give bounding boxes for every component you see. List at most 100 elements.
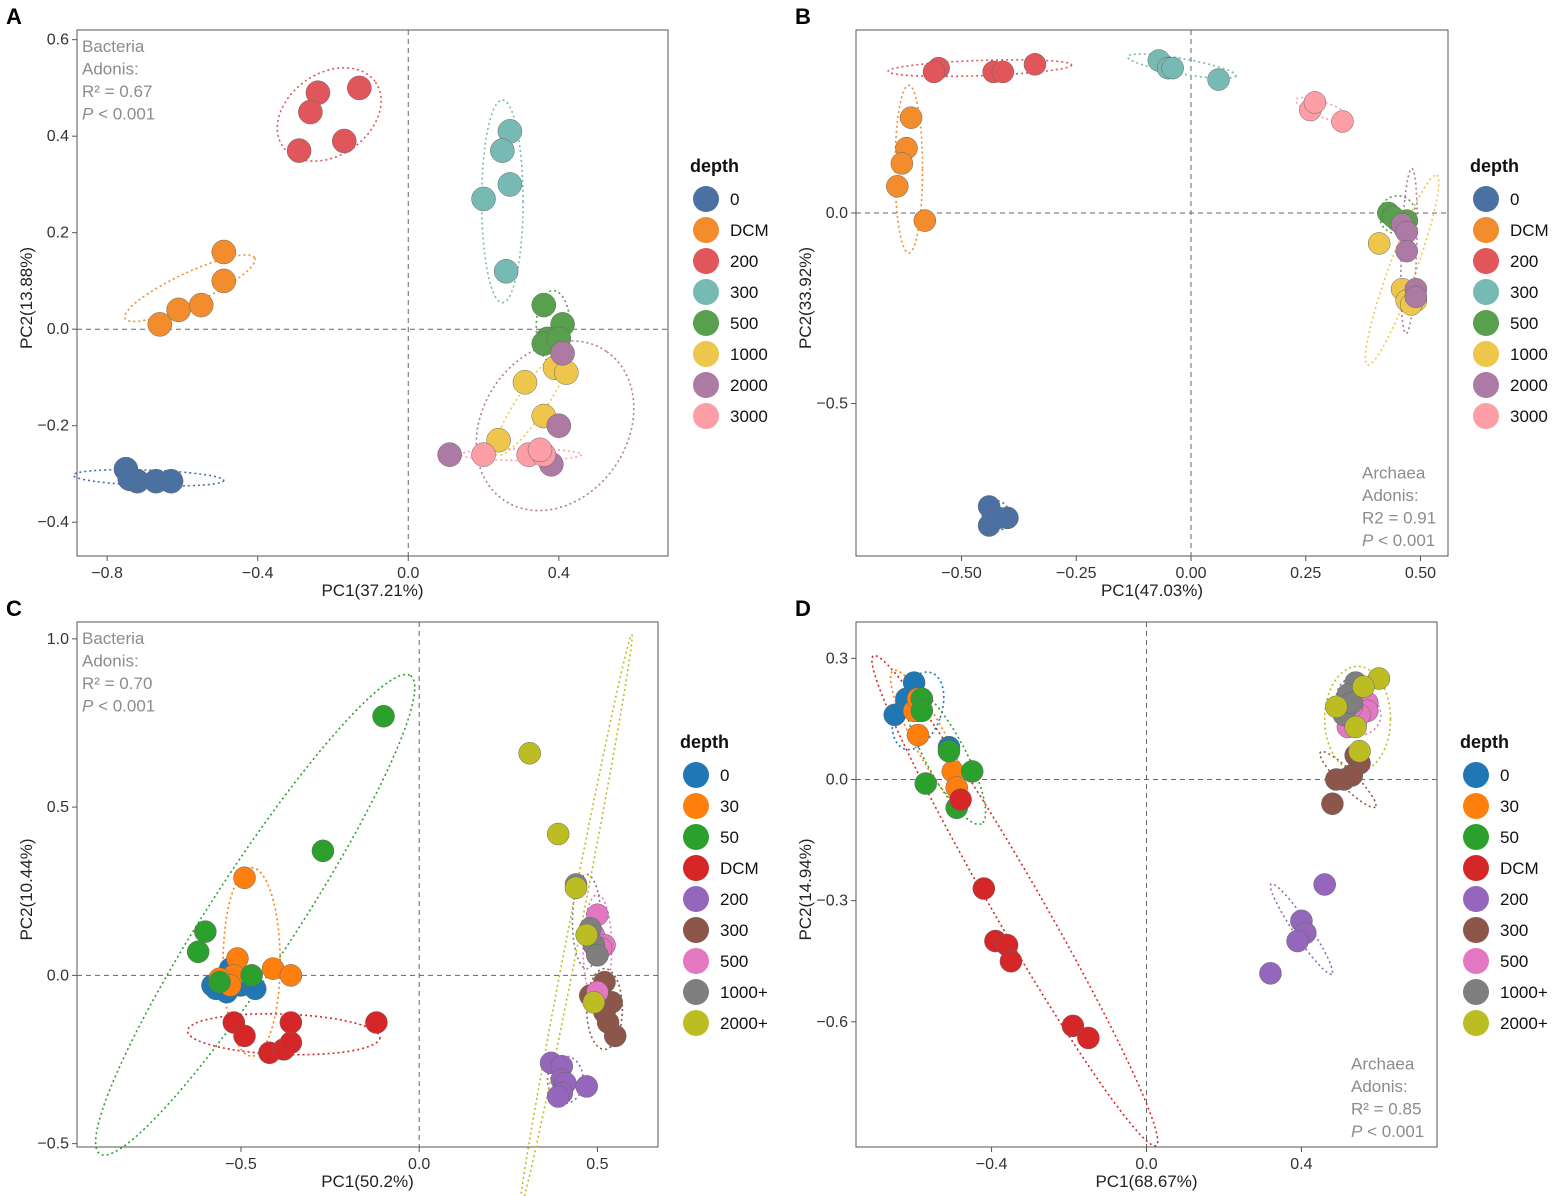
panel-a-legend-swatch-2000 bbox=[693, 372, 719, 398]
panel-c-legend-label-1000+: 1000+ bbox=[720, 983, 768, 1002]
panel-b-ylabel: PC2(33.92%) bbox=[796, 247, 815, 349]
panel-c-ytick-label: 0.0 bbox=[47, 967, 69, 984]
panel-a-point-1000 bbox=[512, 370, 538, 395]
panel-a-point-200 bbox=[298, 99, 323, 125]
panel-b-point-3000 bbox=[1331, 110, 1354, 133]
panel-d-xtick-label: 0.4 bbox=[1290, 1156, 1312, 1173]
panel-b-legend-label-300: 300 bbox=[1510, 283, 1538, 302]
panel-a-legend-swatch-1000 bbox=[693, 341, 719, 367]
panel-d-ylabel: PC2(14.94%) bbox=[796, 838, 815, 940]
panel-c-legend-label-50: 50 bbox=[720, 828, 739, 847]
panel-b-point-DCM bbox=[886, 175, 909, 198]
panel-c-point-50 bbox=[311, 839, 335, 863]
panel-b-annotation: Archaea Adonis: R2 = 0.91 P < 0.001 bbox=[1362, 464, 1436, 551]
panel-c-legend-swatch-300 bbox=[683, 917, 709, 943]
panel-d-point-2000+ bbox=[1352, 675, 1375, 698]
panel-d-legend-label-30: 30 bbox=[1500, 797, 1519, 816]
panel-d-annotation-line: Adonis: bbox=[1351, 1077, 1408, 1096]
panel-c-legend-title: depth bbox=[680, 732, 729, 752]
panel-c-xtick-label: 0.5 bbox=[586, 1156, 608, 1173]
panel-a-legend-label-300: 300 bbox=[730, 283, 758, 302]
panel-c-legend-swatch-2000+ bbox=[683, 1010, 709, 1036]
panel-a-legend-swatch-300 bbox=[693, 279, 719, 305]
panel-c-legend-label-0: 0 bbox=[720, 766, 729, 785]
panel-b-legend-swatch-500 bbox=[1473, 310, 1499, 336]
panel-c-xtick-label: 0.0 bbox=[408, 1156, 430, 1173]
panel-d-point-50 bbox=[910, 699, 934, 723]
panel-a-legend-label-200: 200 bbox=[730, 252, 758, 271]
panel-c-point-2000+ bbox=[546, 822, 570, 846]
panel-d-point-2000+ bbox=[1325, 695, 1348, 719]
panel-d-point-50 bbox=[960, 760, 984, 783]
panel-a-point-200 bbox=[286, 138, 312, 163]
panel-a-annotation: Bacteria Adonis: R² = 0.67 P < 0.001 bbox=[82, 37, 155, 124]
panel-d-legend-swatch-1000+ bbox=[1463, 979, 1489, 1005]
panel-b-xtick-label: 0.25 bbox=[1290, 565, 1321, 582]
panel-c-ylabel: PC2(10.44%) bbox=[17, 838, 36, 940]
panel-d-legend: depth 0 30 50 DCM 200 300 500 1000+ 2000+ bbox=[1460, 732, 1548, 1036]
panel-a-ytick-label: 0.2 bbox=[47, 225, 69, 242]
panel-c-ellipse-300 bbox=[585, 967, 624, 1051]
panel-b-ytick-label: −0.5 bbox=[816, 396, 848, 413]
panel-c-point-DCM bbox=[233, 1024, 256, 1048]
panel-b-legend-swatch-0 bbox=[1473, 186, 1499, 212]
panel-a-legend-label-1000: 1000 bbox=[730, 345, 768, 364]
panel-d-point-300 bbox=[1321, 792, 1344, 815]
panel-a-point-3000 bbox=[471, 442, 496, 467]
panel-a-ytick-label: −0.2 bbox=[37, 418, 69, 435]
panel-b-legend-label-0: 0 bbox=[1510, 190, 1519, 209]
panel-a-legend-swatch-200 bbox=[693, 248, 719, 274]
panel-b-xtick-label: 0.00 bbox=[1175, 565, 1206, 582]
panel-b-legend-swatch-1000 bbox=[1473, 341, 1499, 367]
panel-a-legend-swatch-DCM bbox=[693, 217, 719, 243]
panel-c-point-DCM bbox=[365, 1011, 388, 1034]
panel-c-point-50 bbox=[194, 920, 217, 943]
panel-d-legend-label-2000+: 2000+ bbox=[1500, 1014, 1548, 1033]
panel-c-legend-swatch-200 bbox=[683, 886, 709, 912]
panel-d-legend-label-300: 300 bbox=[1500, 921, 1528, 940]
panel-b-legend-label-1000: 1000 bbox=[1510, 345, 1548, 364]
panel-c-point-50 bbox=[240, 964, 263, 987]
panel-a-legend-label-0: 0 bbox=[730, 190, 739, 209]
panel-d-legend-label-50: 50 bbox=[1500, 828, 1519, 847]
panel-b-ellipse-DCM bbox=[894, 84, 924, 254]
panel-d-ytick-label: −0.6 bbox=[816, 1014, 848, 1031]
panel-a-point-2000 bbox=[550, 341, 575, 366]
panel-d-point-DCM bbox=[972, 877, 996, 900]
panel-b-point-2000 bbox=[1395, 220, 1418, 244]
panel-d-legend-label-DCM: DCM bbox=[1500, 859, 1539, 878]
panel-b-annotation-line: R2 = 0.91 bbox=[1362, 509, 1436, 528]
panel-b: B −0.50 −0.25 0.00 0.25 0.50 −0.5 0.0 PC1(47.03%… bbox=[795, 4, 1549, 600]
panel-b-point-2000 bbox=[1404, 285, 1428, 309]
panel-b-legend: depth 0 DCM 200 300 500 1000 2000 3000 bbox=[1470, 156, 1549, 429]
panel-d-legend-label-200: 200 bbox=[1500, 890, 1528, 909]
panel-c-ytick-label: 0.5 bbox=[47, 799, 69, 816]
panel-b-xtick-label: −0.25 bbox=[1056, 565, 1097, 582]
panel-a-ytick-label: −0.4 bbox=[37, 514, 69, 531]
panel-d-legend-swatch-30 bbox=[1463, 793, 1489, 819]
panel-c-ytick-label: −0.5 bbox=[37, 1136, 69, 1153]
panel-c-legend: depth 0 30 50 DCM 200 300 500 1000+ 2000+ bbox=[680, 732, 768, 1036]
panel-a-point-1000 bbox=[486, 427, 511, 453]
panel-d-annotation-line: Archaea bbox=[1351, 1055, 1415, 1074]
panel-b-point-300 bbox=[1207, 68, 1230, 91]
panel-c-annotation: Bacteria Adonis: R² = 0.70 P < 0.001 bbox=[82, 629, 155, 716]
panel-d-point-200 bbox=[1313, 873, 1336, 896]
panel-b-point-1000 bbox=[1367, 232, 1391, 255]
panel-a-legend-swatch-500 bbox=[693, 310, 719, 336]
panel-d-xtick-label: −0.4 bbox=[976, 1156, 1008, 1173]
panel-d-legend-swatch-DCM bbox=[1463, 855, 1489, 881]
panel-d-legend-swatch-2000+ bbox=[1463, 1010, 1489, 1036]
panel-d-legend-swatch-0 bbox=[1463, 762, 1489, 788]
panel-a-point-2000 bbox=[546, 413, 572, 438]
panel-c-point-50 bbox=[372, 704, 395, 728]
panel-a-point-DCM bbox=[166, 297, 191, 323]
panel-b-xlabel: PC1(47.03%) bbox=[1101, 581, 1203, 600]
panel-a-legend-swatch-0 bbox=[693, 186, 719, 212]
panel-c-legend-swatch-30 bbox=[683, 793, 709, 819]
panel-d-xlabel: PC1(68.67%) bbox=[1095, 1172, 1197, 1191]
panel-a-point-DCM bbox=[147, 312, 173, 337]
panel-a-annotation-line: R² = 0.67 bbox=[82, 82, 152, 101]
panel-a-ellipse-2000 bbox=[475, 340, 635, 512]
